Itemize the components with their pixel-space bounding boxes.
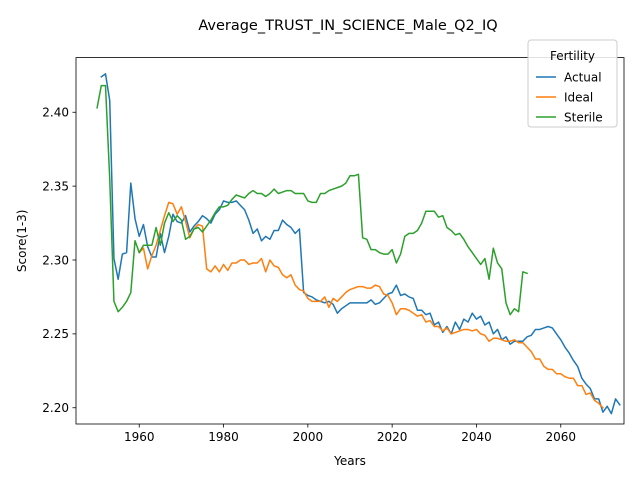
y-axis-label: Score(1-3) (15, 210, 29, 273)
y-tick-label: 2.35 (42, 179, 69, 193)
series-line-actual (100, 73, 621, 415)
legend-label-sterile: Sterile (564, 110, 603, 124)
plot-frame (75, 57, 625, 425)
x-tick-label: 2000 (293, 430, 324, 444)
x-tick-label: 2040 (461, 430, 492, 444)
legend-label-actual: Actual (564, 70, 602, 84)
x-tick-label: 1960 (124, 430, 155, 444)
y-tick-label: 2.40 (42, 106, 69, 120)
legend-box (527, 39, 618, 128)
x-tick-label: 1980 (208, 430, 239, 444)
y-tick-label: 2.25 (42, 327, 69, 341)
legend-items: Actual Ideal Sterile (536, 70, 603, 124)
x-axis-label: Years (333, 454, 366, 468)
series-line-sterile (96, 84, 529, 316)
legend-label-ideal: Ideal (564, 90, 593, 104)
chart-title: Average_TRUST_IN_SCIENCE_Male_Q2_IQ (198, 18, 497, 34)
legend: Fertility Actual Ideal Sterile (527, 39, 618, 128)
y-tick-label: 2.20 (42, 401, 69, 415)
series-line-ideal (138, 201, 604, 409)
y-axis: 2.20 2.25 2.30 2.35 2.40 (42, 106, 76, 415)
x-tick-label: 2060 (545, 430, 576, 444)
series-layer (96, 73, 621, 415)
y-tick-label: 2.30 (42, 253, 69, 267)
x-axis: 1960 1980 2000 2020 2040 2060 (124, 424, 576, 444)
legend-title: Fertility (550, 49, 595, 63)
x-tick-label: 2020 (377, 430, 408, 444)
